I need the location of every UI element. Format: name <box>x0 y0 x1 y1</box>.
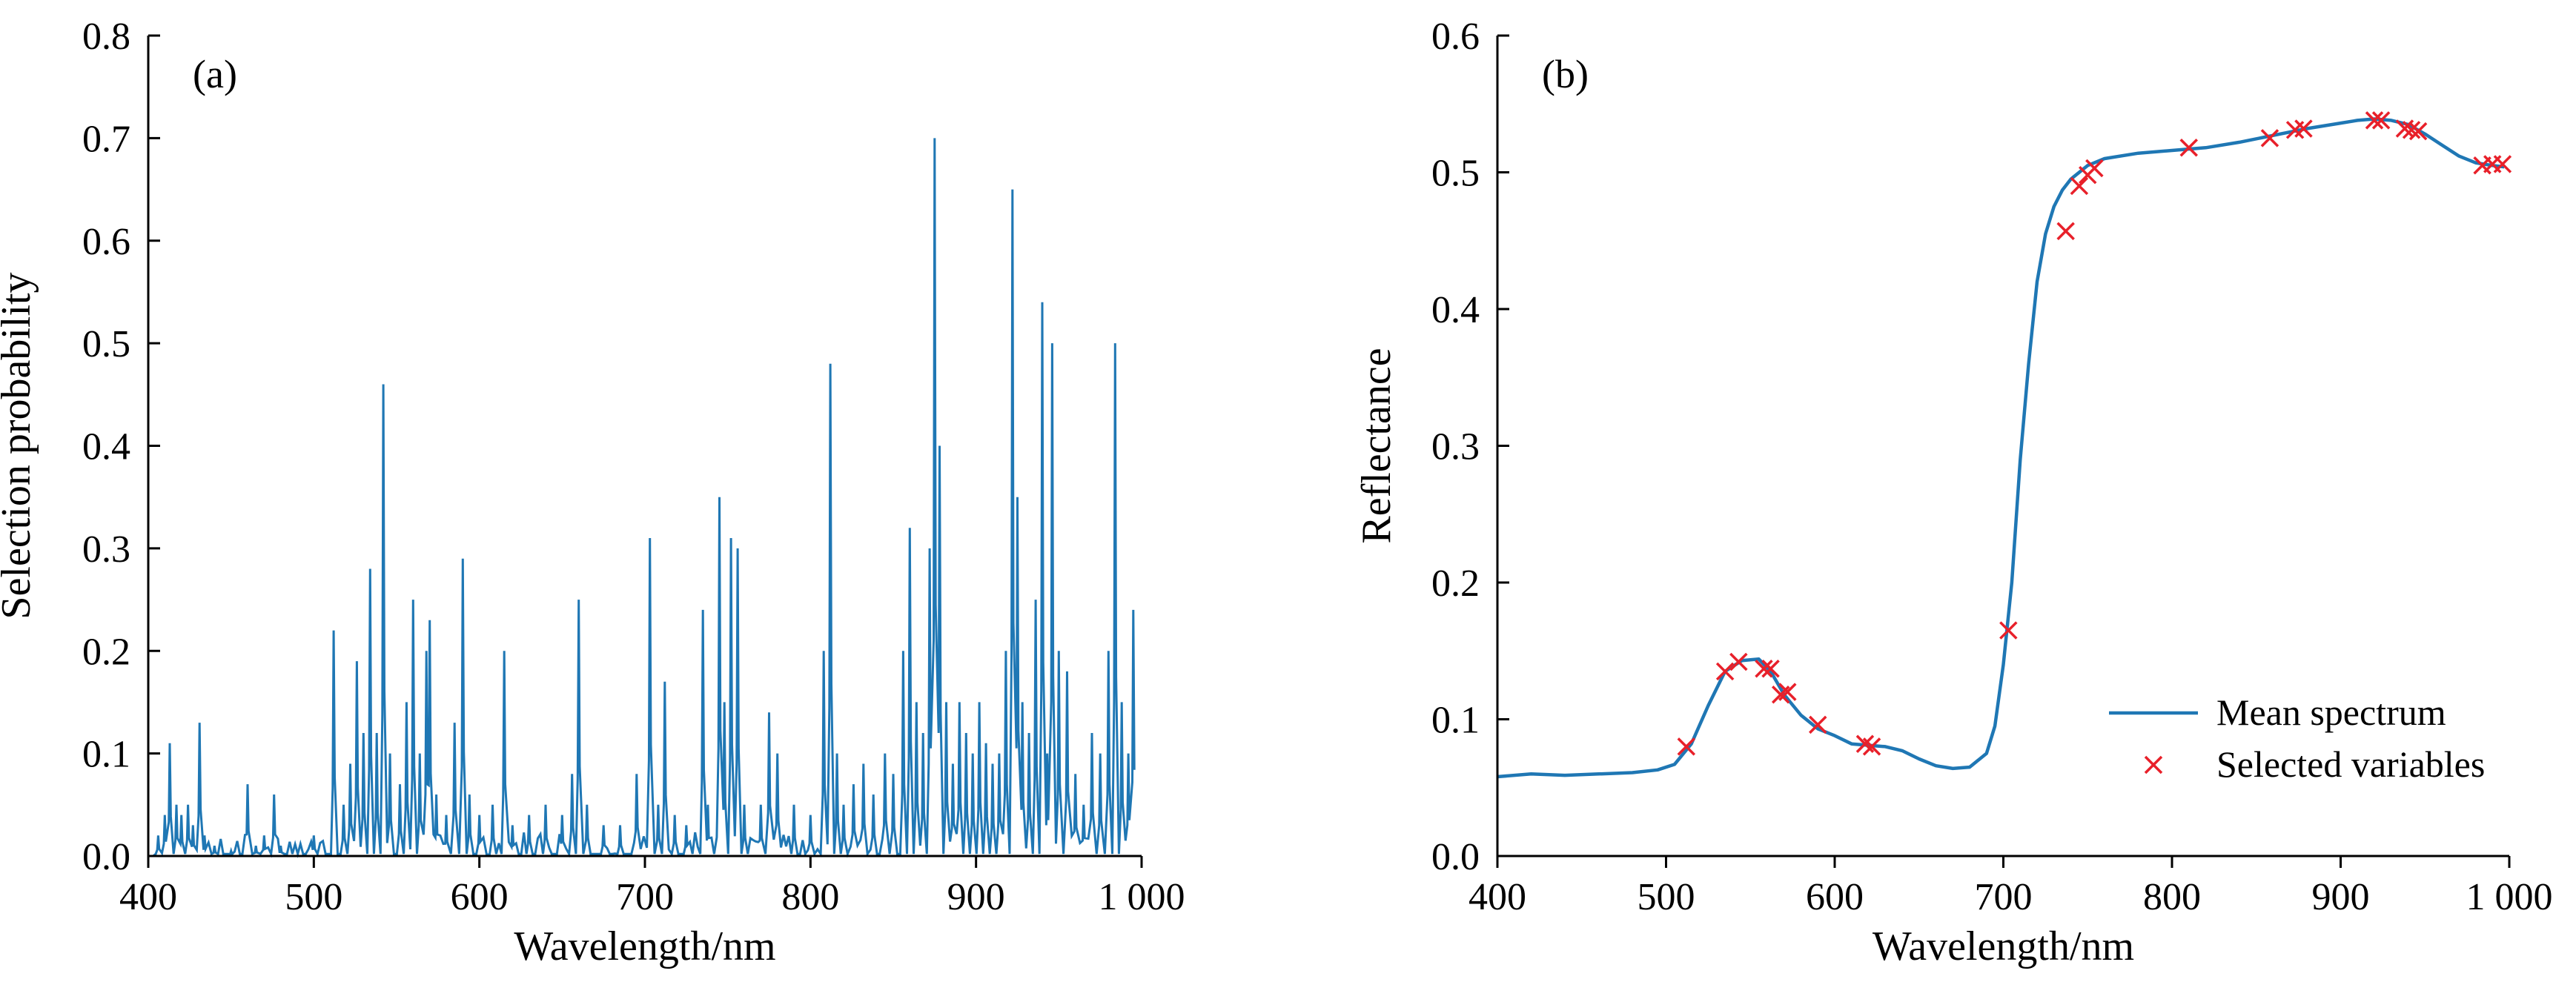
y-tick-label: 0.8 <box>82 16 130 58</box>
x-tick-label: 800 <box>781 876 839 918</box>
x-tick-label: 400 <box>119 876 177 918</box>
panel-b-x-ticks: 400 500 600 700 800 900 1 000 <box>1469 856 2553 918</box>
panel-b-label: (b) <box>1542 52 1589 96</box>
x-tick-label: 500 <box>285 876 342 918</box>
selected-variable-marker <box>1862 737 1881 756</box>
legend-selected-variables-swatch <box>2144 755 2163 774</box>
y-tick-label: 0.0 <box>1431 836 1480 878</box>
panel-b-data <box>1497 111 2512 779</box>
panel-a-y-axis-label: Selection probability <box>0 272 39 619</box>
selected-variable-marker <box>2408 122 2428 141</box>
y-tick-label: 0.7 <box>82 118 130 160</box>
panel-a-selection-probability: 400 500 600 700 800 900 1 000 0.00.10.20.30.40… <box>0 16 1185 969</box>
panel-b-legend: Mean spectrum Selected variables <box>2109 691 2485 785</box>
selected-variable-marker <box>1778 683 1797 701</box>
y-tick-label: 0.6 <box>82 221 130 263</box>
y-tick-label: 0.4 <box>82 426 130 468</box>
y-tick-label: 0.1 <box>82 734 130 776</box>
x-tick-label: 900 <box>947 876 1005 918</box>
selected-variable-marker <box>2070 176 2089 196</box>
x-tick-label: 500 <box>1638 876 1695 918</box>
selected-variable-marker <box>2260 129 2279 147</box>
panel-b-y-axis-label: Reflectance <box>1354 348 1400 543</box>
panel-a-x-axis-label: Wavelength/nm <box>514 923 775 969</box>
selected-variable-marker <box>2493 155 2512 173</box>
y-tick-label: 0.0 <box>82 836 130 878</box>
selected-variable-marker <box>2294 119 2313 138</box>
selected-variable-marker <box>2371 111 2391 130</box>
y-tick-label: 0.5 <box>1431 153 1480 195</box>
selected-variable-marker <box>1999 621 2018 640</box>
selection-probability-line <box>152 138 1136 858</box>
x-tick-label: 400 <box>1469 876 1526 918</box>
panel-a-data-line <box>152 138 1136 858</box>
selected-variable-marker <box>1755 659 1773 678</box>
x-tick-label: 700 <box>1975 876 2033 918</box>
selected-variable-marker <box>1715 662 1735 681</box>
x-tick-label: 1 000 <box>1099 876 1185 918</box>
y-tick-label: 0.2 <box>82 631 130 673</box>
x-tick-label: 1 000 <box>2466 876 2553 918</box>
y-tick-label: 0.3 <box>82 528 130 571</box>
legend-selected-variables-label: Selected variables <box>2216 743 2485 785</box>
y-tick-label: 0.4 <box>1431 289 1480 331</box>
panel-a-x-ticks: 400 500 600 700 800 900 1 000 <box>119 856 1185 918</box>
x-tick-label: 600 <box>451 876 509 918</box>
panel-b-reflectance: 400 500 600 700 800 900 1 000 0.00.10.20.30.40… <box>1354 16 2553 969</box>
selected-variable-marker <box>2365 111 2384 130</box>
selected-variable-marker <box>2402 121 2421 139</box>
panel-b-y-ticks: 0.0 0.1 0.2 0.3 0.4 0.5 0.6 <box>1431 16 1509 878</box>
mean-spectrum-line <box>1497 117 2505 779</box>
y-tick-label: 0.6 <box>1431 16 1480 58</box>
selected-variable-marker <box>2056 222 2075 241</box>
selected-variable-marker <box>1677 737 1696 756</box>
x-tick-label: 900 <box>2312 876 2370 918</box>
selected-variable-marker <box>1809 715 1827 734</box>
panel-b-x-axis-label: Wavelength/nm <box>1873 923 2134 969</box>
selected-variable-marker <box>1761 659 1780 678</box>
legend-mean-spectrum-label: Mean spectrum <box>2216 691 2446 733</box>
panel-a-label: (a) <box>193 52 237 96</box>
y-tick-label: 0.5 <box>82 323 130 365</box>
selected-variable-marker <box>2085 159 2104 178</box>
selected-variable-marker <box>2179 139 2198 157</box>
y-tick-label: 0.2 <box>1431 563 1480 605</box>
x-tick-label: 700 <box>616 876 674 918</box>
y-tick-label: 0.1 <box>1431 700 1480 742</box>
panel-a-y-ticks: 0.0 0.1 0.2 0.3 0.4 0.5 0.6 0.7 0.8 <box>82 16 160 878</box>
x-tick-label: 600 <box>1806 876 1864 918</box>
x-tick-label: 800 <box>2143 876 2201 918</box>
panel-a-axes <box>147 36 1142 857</box>
y-tick-label: 0.3 <box>1431 426 1480 468</box>
selected-variable-marker <box>1729 652 1748 671</box>
